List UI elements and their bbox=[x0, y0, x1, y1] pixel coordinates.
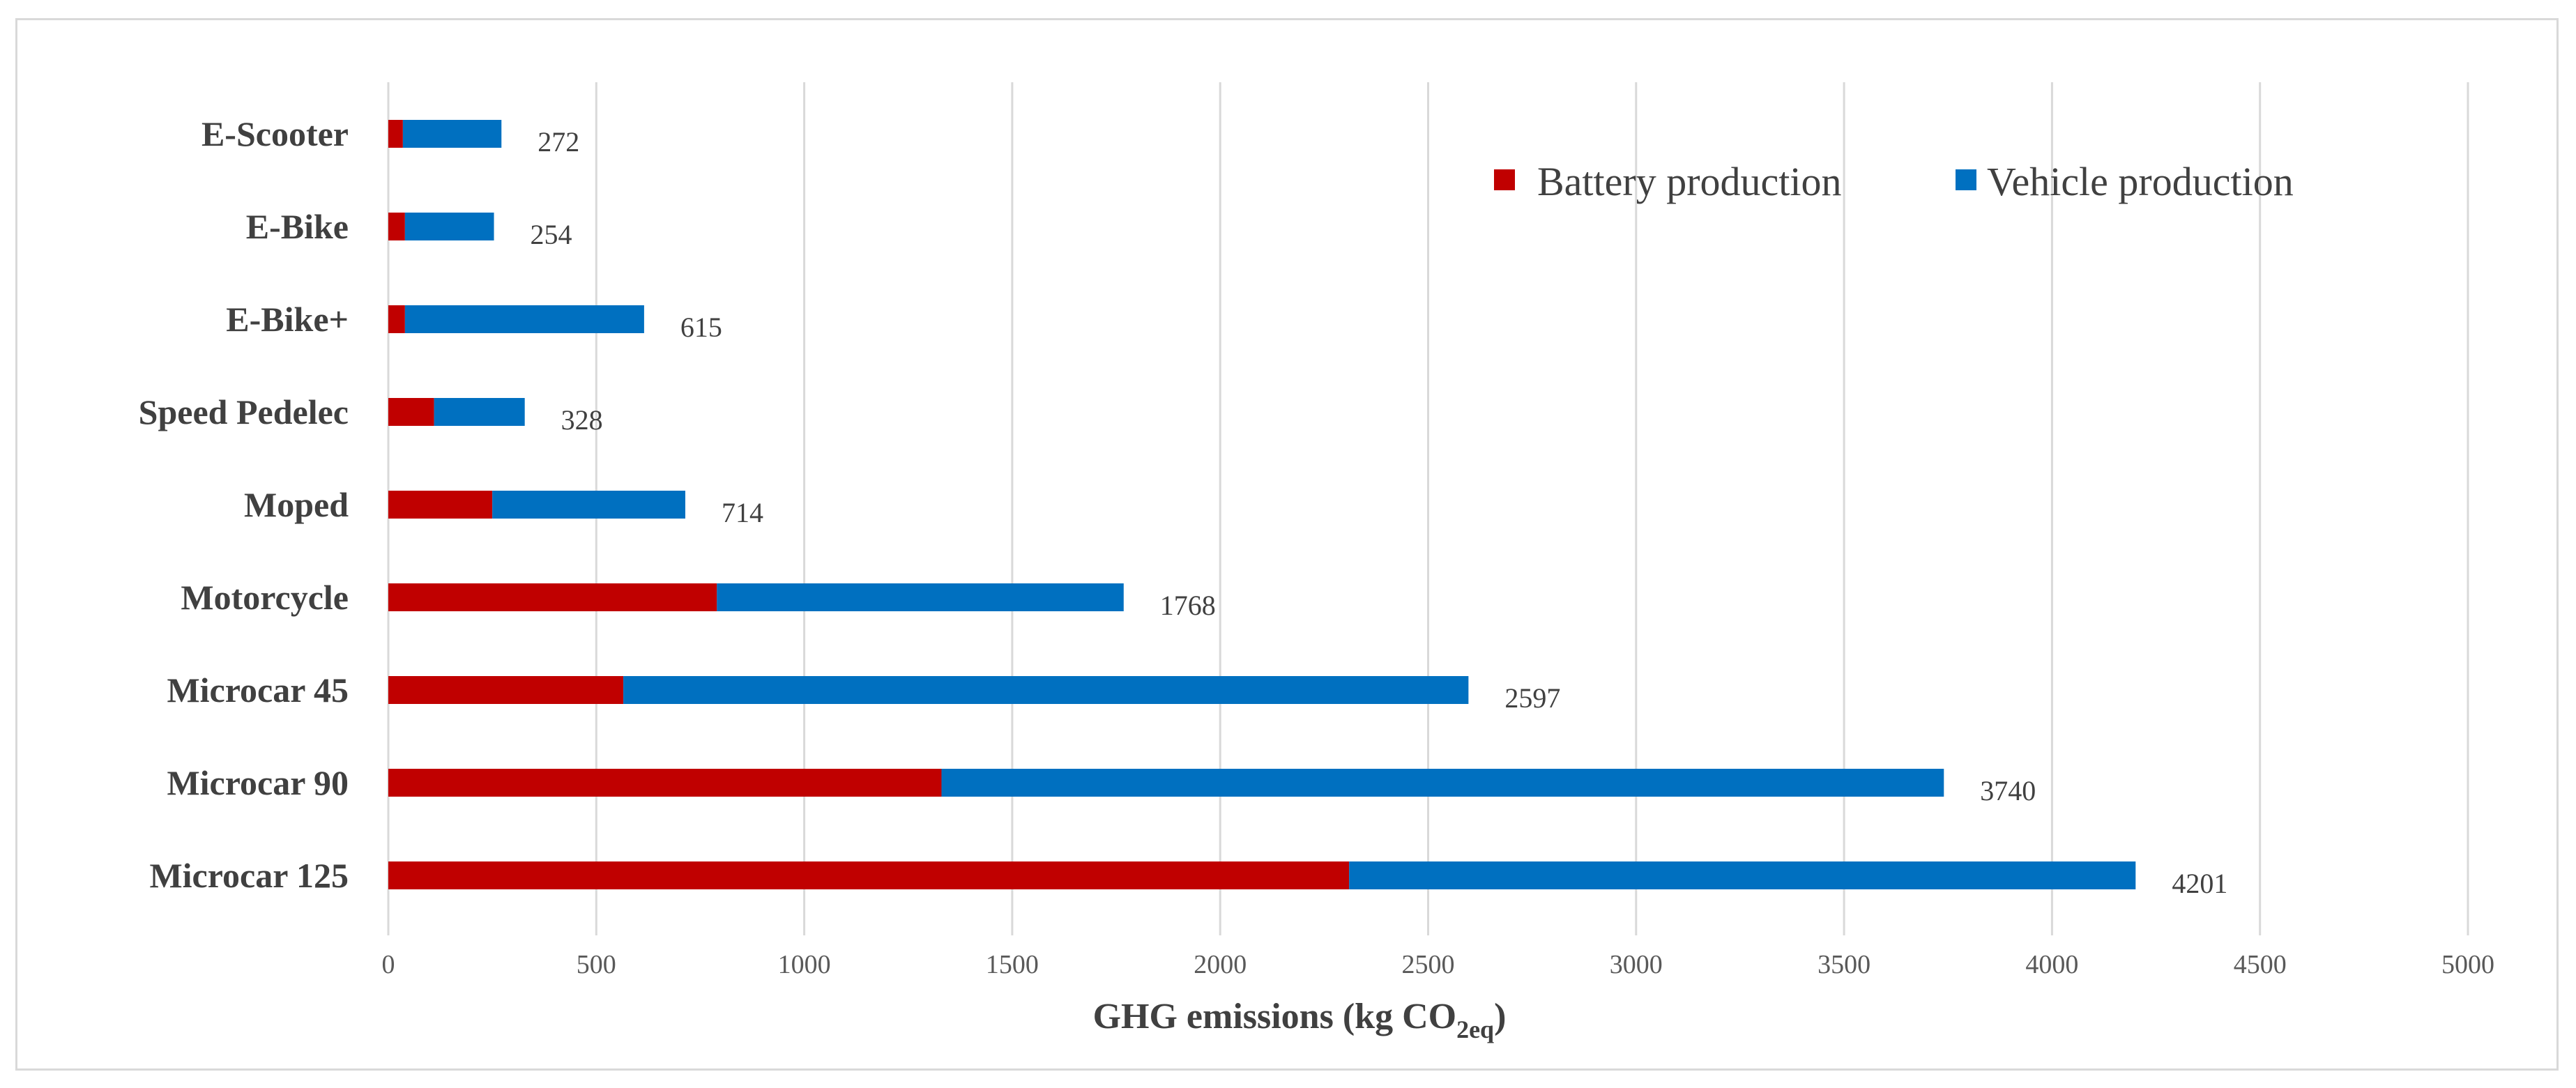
total-label-e-bike: 254 bbox=[531, 219, 572, 250]
category-label-motorcycle: Motorcycle bbox=[181, 578, 349, 617]
category-labels: E-Scooter E-Bike E-Bike+ Speed Pedelec Moped… bbox=[139, 114, 349, 895]
bar-e-bike-battery-production bbox=[388, 213, 405, 240]
x-tick-4000: 4000 bbox=[2025, 950, 2078, 979]
category-label-moped: Moped bbox=[244, 485, 349, 524]
total-label-e-scooter: 272 bbox=[538, 126, 579, 158]
chart-frame bbox=[15, 18, 2559, 1071]
x-tick-labels: 0 500 1000 1500 2000 2500 3000 3500 4000 4500 5000 bbox=[382, 950, 2495, 979]
total-label-microcar-125: 4201 bbox=[2172, 868, 2227, 899]
x-axis-title-main: GHG emissions (kg CO bbox=[1093, 997, 1457, 1036]
bars bbox=[388, 120, 2136, 889]
x-axis-title: GHG emissions (kg CO2eq) bbox=[1093, 997, 1507, 1043]
total-label-e-bike: 615 bbox=[680, 312, 722, 343]
category-label-e-scooter: E-Scooter bbox=[201, 114, 349, 153]
gridlines bbox=[387, 82, 2469, 935]
bar-microcar-45-battery-production bbox=[388, 676, 624, 704]
bar-e-scooter-vehicle-production bbox=[402, 120, 502, 148]
total-label-motorcycle: 1768 bbox=[1160, 590, 1216, 621]
total-label-speed-pedelec: 328 bbox=[561, 404, 603, 436]
x-tick-2000: 2000 bbox=[1194, 950, 1247, 979]
x-tick-500: 500 bbox=[577, 950, 616, 979]
bar-moped-vehicle-production bbox=[492, 491, 685, 519]
bar-speed-pedelec-vehicle-production bbox=[434, 398, 525, 426]
total-label-moped: 714 bbox=[722, 497, 763, 528]
total-data-labels: 272 254 615 328 714 1768 2597 3740 4201 bbox=[531, 126, 2228, 899]
category-label-microcar-90: Microcar 90 bbox=[167, 763, 349, 802]
bar-e-bike-vehicle-production bbox=[404, 305, 644, 333]
bar-motorcycle-vehicle-production bbox=[717, 583, 1124, 611]
bar-speed-pedelec-battery-production bbox=[388, 398, 434, 426]
category-label-microcar-125: Microcar 125 bbox=[149, 856, 349, 895]
x-tick-0: 0 bbox=[382, 950, 395, 979]
legend: Battery production Vehicle production bbox=[1494, 159, 2294, 204]
x-tick-2500: 2500 bbox=[1402, 950, 1455, 979]
x-tick-5000: 5000 bbox=[2441, 950, 2494, 979]
legend-swatch-battery-production bbox=[1494, 169, 1515, 190]
bar-microcar-125-vehicle-production bbox=[1349, 861, 2136, 889]
category-label-speed-pedelec: Speed Pedelec bbox=[139, 392, 349, 431]
total-label-microcar-90: 3740 bbox=[1980, 775, 2036, 806]
category-label-e-bike: E-Bike bbox=[246, 207, 349, 246]
bar-e-bike-vehicle-production bbox=[404, 213, 494, 240]
category-label-microcar-45: Microcar 45 bbox=[167, 671, 349, 710]
bar-microcar-90-vehicle-production bbox=[941, 769, 1944, 797]
total-label-microcar-45: 2597 bbox=[1504, 682, 1560, 714]
x-tick-1500: 1500 bbox=[986, 950, 1039, 979]
category-label-e-bike: E-Bike+ bbox=[226, 300, 349, 339]
bar-moped-battery-production bbox=[388, 491, 493, 519]
bar-motorcycle-battery-production bbox=[388, 583, 717, 611]
x-axis-title-close: ) bbox=[1494, 997, 1506, 1036]
bar-e-bike-battery-production bbox=[388, 305, 405, 333]
x-tick-4500: 4500 bbox=[2234, 950, 2287, 979]
bar-microcar-90-battery-production bbox=[388, 769, 942, 797]
legend-label-vehicle-production: Vehicle production bbox=[1987, 159, 2294, 204]
legend-label-battery-production: Battery production bbox=[1537, 159, 1842, 204]
bar-microcar-45-vehicle-production bbox=[623, 676, 1469, 704]
x-tick-3000: 3000 bbox=[1610, 950, 1663, 979]
legend-swatch-vehicle-production bbox=[1956, 169, 1976, 190]
x-tick-1000: 1000 bbox=[778, 950, 831, 979]
x-axis-title-subscript: 2eq bbox=[1456, 1016, 1494, 1043]
x-tick-3500: 3500 bbox=[1817, 950, 1870, 979]
bar-e-scooter-battery-production bbox=[388, 120, 403, 148]
bar-microcar-125-battery-production bbox=[388, 861, 1350, 889]
